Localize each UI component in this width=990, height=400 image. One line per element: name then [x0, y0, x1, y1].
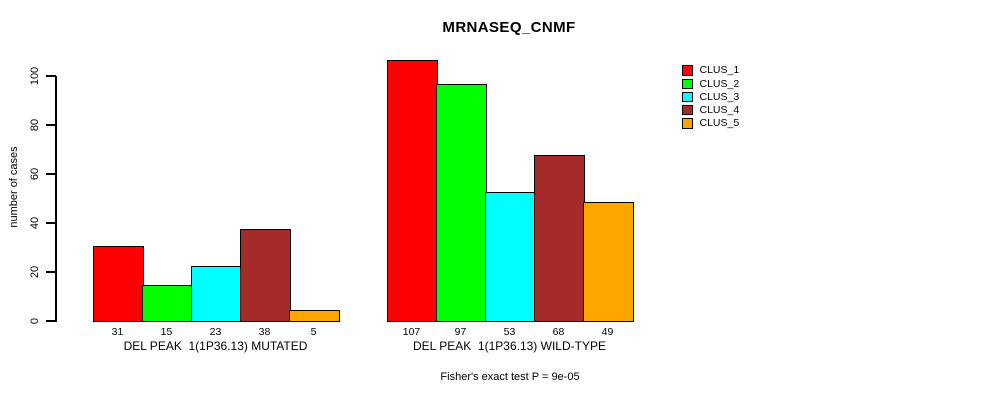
y-tick-mark: [46, 173, 56, 175]
bar-value-label: 5: [310, 326, 317, 338]
bar-value-label: 53: [503, 326, 516, 338]
bar-clus_1-group2: [387, 60, 438, 322]
legend-label: CLUS_4: [699, 103, 740, 116]
chart-title: MRNASEQ_CNMF: [442, 19, 576, 36]
y-tick-label: 100: [29, 66, 41, 86]
bar-clus_3-group1: [191, 266, 242, 322]
y-tick-label: 0: [29, 317, 41, 325]
legend-swatch-clus_1: [682, 65, 693, 76]
legend-entry-clus_2: CLUS_2: [682, 77, 739, 90]
y-tick-mark: [46, 75, 56, 77]
y-tick-mark: [46, 222, 56, 224]
bar-value-label: 38: [258, 326, 271, 338]
legend-swatch-clus_5: [682, 118, 693, 129]
bar-value-label: 23: [209, 326, 222, 338]
bar-clus_5-group1: [289, 310, 340, 322]
bar-value-label: 49: [601, 326, 614, 338]
legend-swatch-clus_4: [682, 104, 693, 116]
legend-label: CLUS_1: [699, 64, 740, 77]
bar-clus_2-group1: [142, 285, 193, 322]
y-axis-title: number of cases: [8, 146, 20, 228]
legend-entry-clus_1: CLUS_1: [682, 64, 739, 77]
bar-clus_4-group2: [534, 155, 585, 322]
x-axis-category-label: DEL PEAK 1(1P36.13) WILD-TYPE: [413, 339, 606, 353]
bar-clus_3-group2: [485, 192, 536, 322]
bar-value-label: 97: [454, 326, 467, 338]
y-tick-mark: [46, 271, 56, 273]
bar-value-label: 68: [552, 326, 565, 338]
legend-label: CLUS_2: [699, 77, 740, 90]
bar-clus_4-group1: [240, 229, 291, 322]
bar-value-label: 31: [111, 326, 124, 338]
y-tick-label: 40: [29, 216, 41, 230]
legend-label: CLUS_5: [699, 117, 740, 130]
legend: CLUS_1 CLUS_2 CLUS_3 CLUS_4 CLUS_5: [682, 64, 739, 130]
legend-entry-clus_4: CLUS_4: [682, 104, 739, 117]
bar-value-label: 107: [402, 326, 421, 338]
y-tick-label: 60: [29, 167, 41, 181]
bar-clus_1-group1: [93, 246, 144, 322]
legend-label: CLUS_3: [699, 90, 740, 103]
bar-clus_5-group2: [583, 202, 634, 322]
bar-clus_2-group2: [436, 84, 487, 322]
x-axis-category-label: DEL PEAK 1(1P36.13) MUTATED: [123, 339, 308, 353]
legend-swatch-clus_2: [682, 78, 693, 90]
legend-entry-clus_3: CLUS_3: [682, 90, 739, 103]
y-tick-label: 20: [29, 265, 41, 279]
y-axis-line: [55, 76, 57, 322]
y-tick-mark: [46, 320, 56, 322]
bar-value-label: 15: [160, 326, 173, 338]
y-tick-label: 80: [29, 118, 41, 132]
legend-swatch-clus_3: [682, 91, 693, 103]
y-tick-mark: [46, 124, 56, 126]
legend-entry-clus_5: CLUS_5: [682, 117, 739, 130]
fisher-test-caption: Fisher's exact test P = 9e-05: [440, 371, 580, 383]
